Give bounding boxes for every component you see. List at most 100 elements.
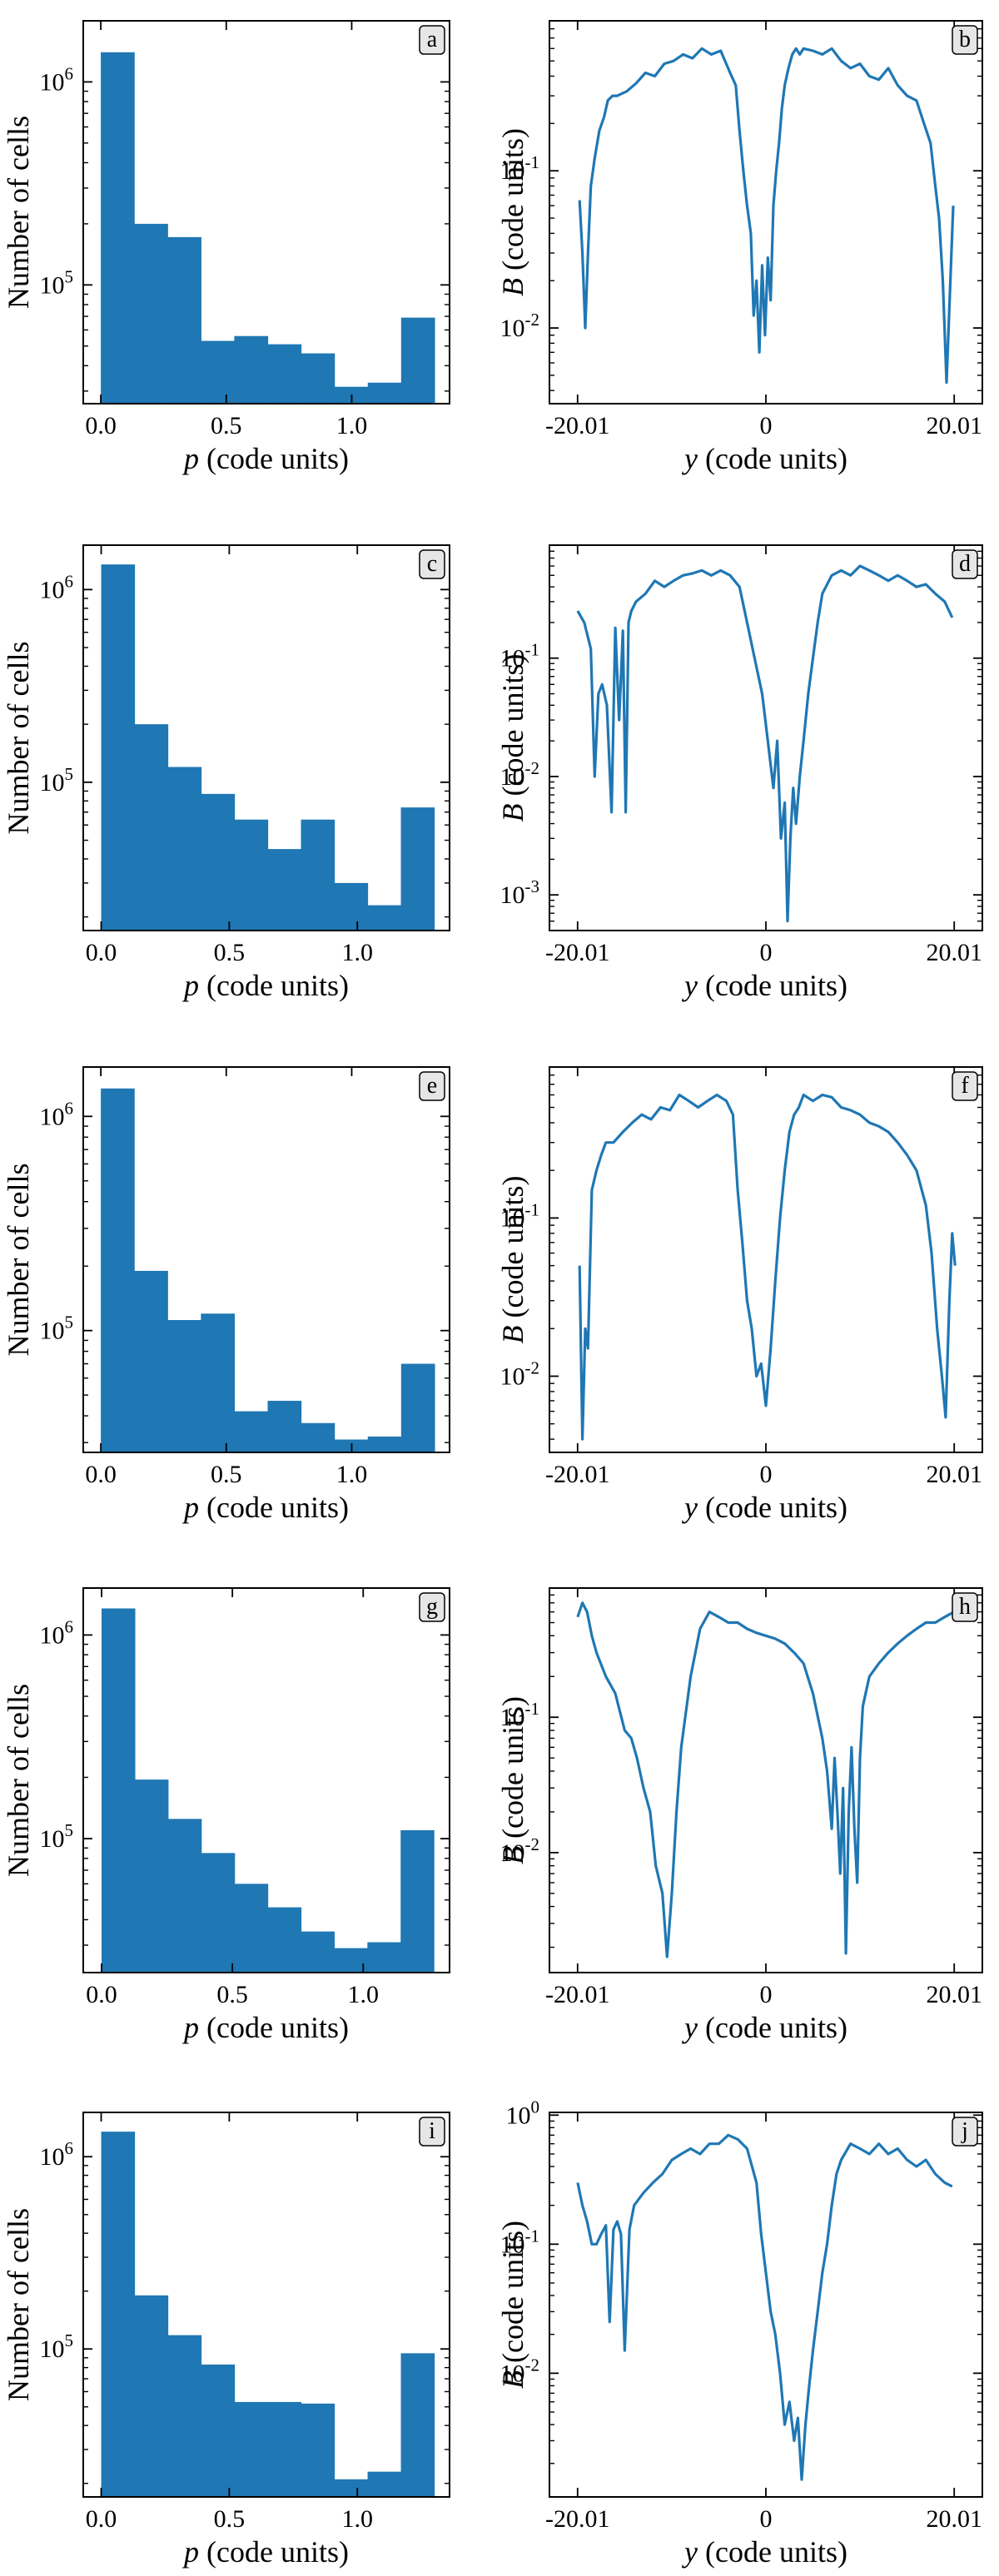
y-axis-label-text: Number of cells xyxy=(2,642,35,835)
x-axis-label-variable: p xyxy=(181,2535,199,2569)
x-axis-label-unit: (code units) xyxy=(199,969,349,1002)
x-tick-label: -20.01 xyxy=(545,1461,610,1488)
histogram-bar xyxy=(201,2364,236,2497)
y-tick-base: 10 xyxy=(40,1318,65,1345)
x-axis-label-unit: (code units) xyxy=(199,2535,349,2569)
histogram-bar xyxy=(334,1948,368,1973)
y-tick-exponent: 6 xyxy=(65,2138,74,2158)
y-tick-exponent: -2 xyxy=(525,2355,540,2375)
axes-frame xyxy=(82,544,450,931)
y-tick-base: 10 xyxy=(500,763,525,791)
y-tick-exponent: -2 xyxy=(525,310,540,330)
histogram-bar xyxy=(201,793,236,931)
histogram-bar xyxy=(267,1401,302,1452)
x-axis-label-unit: (code units) xyxy=(698,2011,847,2044)
y-axis-label: B (code units) xyxy=(496,2221,529,2389)
histogram-bar xyxy=(301,1931,335,1973)
x-tick-label: 0.0 xyxy=(85,1461,117,1488)
x-axis-label-unit: (code units) xyxy=(199,442,349,475)
x-axis-label-variable: y xyxy=(682,1491,698,1524)
y-tick-label: 10-1 xyxy=(500,1199,540,1232)
histogram-bar xyxy=(201,1313,236,1452)
y-tick-base: 10 xyxy=(40,1103,65,1130)
y-tick-base: 10 xyxy=(500,881,525,909)
histogram-bar xyxy=(301,819,335,931)
histogram-bar xyxy=(234,335,269,404)
y-axis-label-variable: B xyxy=(496,1325,529,1343)
histogram-bar xyxy=(101,1088,135,1452)
y-axis-label-variable: B xyxy=(496,803,529,821)
y-axis-label-unit: (code units) xyxy=(496,654,529,804)
y-tick-label: 106 xyxy=(40,63,74,96)
panel-label-box xyxy=(419,25,445,55)
y-tick-exponent: -2 xyxy=(525,758,540,778)
histogram-bar xyxy=(301,1422,335,1452)
histogram-bar xyxy=(134,724,169,931)
histogram-bar xyxy=(267,2401,302,2497)
y-axis-label: Number of cells xyxy=(2,1164,35,1357)
bars xyxy=(101,2132,435,2497)
y-axis-label: B (code units) xyxy=(496,654,529,822)
panel-label: j xyxy=(961,2118,968,2144)
panel-label: a xyxy=(427,27,438,52)
y-tick-exponent: 5 xyxy=(65,2330,74,2350)
bars xyxy=(101,564,435,931)
histogram-bar xyxy=(267,1907,302,1973)
y-tick-label: 10-1 xyxy=(500,640,540,673)
x-axis-label-variable: y xyxy=(682,442,698,475)
y-axis-label-unit: (code units) xyxy=(496,128,529,278)
panel-label: b xyxy=(959,27,971,52)
histogram-bar xyxy=(400,317,435,404)
y-tick-exponent: -1 xyxy=(525,1199,540,1219)
y-tick-exponent: -1 xyxy=(525,2226,540,2246)
y-tick-base: 10 xyxy=(500,1204,525,1232)
histogram-bar xyxy=(367,905,402,931)
x-tick-label: 0.5 xyxy=(214,939,246,966)
y-axis-label-unit: (code units) xyxy=(496,1696,529,1846)
histogram-bar xyxy=(400,1363,435,1452)
x-axis-label: p (code units) xyxy=(181,1491,349,1524)
histogram-bar xyxy=(334,2479,369,2497)
x-axis-label-unit: (code units) xyxy=(698,442,847,475)
x-axis-label: y (code units) xyxy=(682,442,847,475)
histogram-bar xyxy=(400,2353,435,2497)
x-axis-label: y (code units) xyxy=(682,2535,847,2569)
x-tick-label: 1.0 xyxy=(336,1461,368,1488)
y-axis-label-text: Number of cells xyxy=(2,116,35,309)
histogram-bar xyxy=(102,1608,136,1973)
y-tick-label: 106 xyxy=(40,2138,74,2171)
y-tick-label: 105 xyxy=(40,2330,74,2363)
x-tick-label: 0.0 xyxy=(86,2505,117,2533)
x-axis-label: y (code units) xyxy=(682,969,847,1002)
data-line xyxy=(578,1093,957,1441)
axes-frame xyxy=(82,2112,450,2498)
histogram-bar xyxy=(134,1779,169,1973)
x-tick-label: 20.01 xyxy=(926,1461,982,1488)
data-line xyxy=(576,564,954,923)
histogram-bar xyxy=(267,849,302,931)
y-axis-label-variable: B xyxy=(496,2370,529,2389)
x-tick-label: 0.5 xyxy=(214,2505,246,2533)
y-tick-base: 10 xyxy=(40,576,65,603)
x-axis-label-variable: p xyxy=(181,969,199,1002)
y-tick-exponent: 5 xyxy=(65,764,74,784)
histogram-bar xyxy=(234,1884,269,1973)
y-tick-label: 10-2 xyxy=(500,758,540,791)
x-tick-label: 1.0 xyxy=(336,412,368,439)
x-tick-label: 1.0 xyxy=(341,2505,373,2533)
x-axis-label-unit: (code units) xyxy=(199,2011,349,2044)
y-tick-exponent: 0 xyxy=(531,2097,540,2117)
histogram-bar xyxy=(134,1270,168,1452)
y-axis-label: Number of cells xyxy=(2,1684,35,1877)
y-axis-label-variable: B xyxy=(496,278,529,296)
histogram-bar xyxy=(367,382,402,404)
x-axis-label-variable: y xyxy=(682,2535,698,2569)
y-tick-base: 10 xyxy=(500,1839,525,1867)
bars xyxy=(101,52,435,404)
histogram-bar xyxy=(400,1829,435,1973)
